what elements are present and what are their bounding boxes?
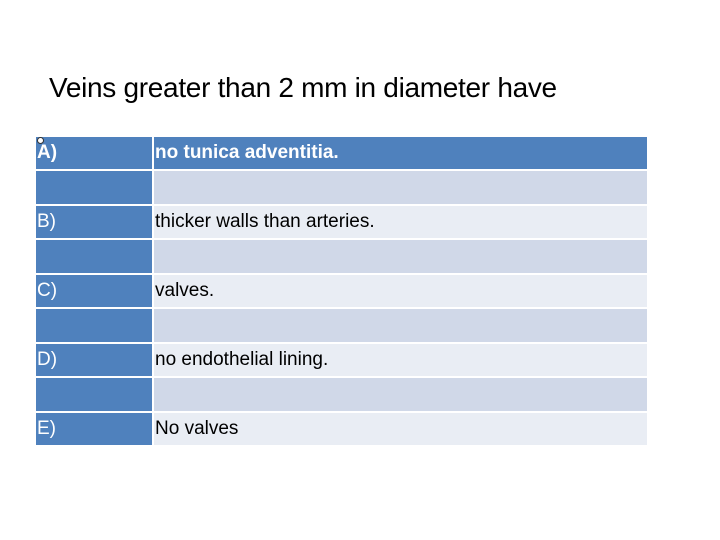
option-text: thicker walls than arteries. — [154, 206, 647, 238]
option-text: no tunica adventitia. — [154, 137, 647, 169]
option-text: valves. — [154, 275, 647, 307]
spacer-row — [36, 240, 647, 273]
option-letter: D) — [36, 344, 152, 376]
option-letter: B) — [36, 206, 152, 238]
spacer-row — [36, 309, 647, 342]
option-row-d[interactable]: D) no endothelial lining. — [36, 344, 647, 376]
option-text: no endothelial lining. — [154, 344, 647, 376]
spacer-row — [36, 171, 647, 204]
option-letter: E) — [36, 413, 152, 445]
spacer-row — [36, 378, 647, 411]
answer-table: A) no tunica adventitia. B) thicker wall… — [36, 137, 647, 447]
question-title: Veins greater than 2 mm in diameter have — [49, 72, 557, 103]
option-row-c[interactable]: C) valves. — [36, 275, 647, 307]
option-row-a[interactable]: A) no tunica adventitia. — [36, 137, 647, 169]
option-text: No valves — [154, 413, 647, 445]
option-letter: C) — [36, 275, 152, 307]
rotation-handle-icon[interactable] — [37, 137, 44, 144]
option-row-e[interactable]: E) No valves — [36, 413, 647, 445]
option-row-b[interactable]: B) thicker walls than arteries. — [36, 206, 647, 238]
option-letter: A) — [36, 137, 152, 169]
